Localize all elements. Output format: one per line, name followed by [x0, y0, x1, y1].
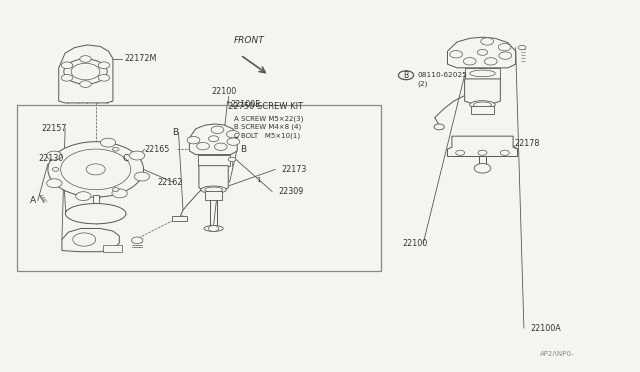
Circle shape — [211, 126, 224, 134]
Circle shape — [99, 62, 109, 68]
Polygon shape — [447, 37, 516, 68]
Bar — [471, 106, 494, 114]
Text: B: B — [241, 145, 246, 154]
Polygon shape — [189, 124, 237, 155]
Polygon shape — [199, 166, 228, 192]
Polygon shape — [59, 45, 113, 103]
Text: 22162: 22162 — [157, 178, 183, 187]
Circle shape — [214, 143, 227, 150]
Circle shape — [80, 56, 92, 62]
Polygon shape — [62, 228, 119, 252]
Circle shape — [131, 237, 143, 244]
Circle shape — [209, 136, 219, 142]
Circle shape — [518, 45, 526, 50]
Text: 22100: 22100 — [212, 87, 237, 96]
Circle shape — [196, 142, 209, 150]
Text: 22100: 22100 — [403, 239, 428, 248]
Circle shape — [61, 62, 73, 68]
Text: B SCREW M4×8 (4): B SCREW M4×8 (4) — [234, 124, 301, 130]
Circle shape — [474, 163, 491, 173]
Bar — [93, 195, 99, 205]
Text: A: A — [30, 196, 36, 205]
Bar — [205, 191, 222, 200]
Ellipse shape — [470, 101, 495, 109]
Text: 22178: 22178 — [515, 139, 540, 148]
Circle shape — [450, 51, 463, 58]
Text: (2): (2) — [417, 80, 428, 87]
Text: 22172M: 22172M — [124, 54, 157, 63]
Bar — [17, 105, 381, 271]
Text: B: B — [172, 128, 179, 137]
Text: 22130: 22130 — [38, 154, 63, 163]
Circle shape — [112, 189, 127, 198]
Circle shape — [76, 192, 91, 201]
Text: 22165: 22165 — [145, 145, 170, 154]
Circle shape — [52, 167, 59, 171]
Circle shape — [500, 150, 509, 155]
Circle shape — [463, 58, 476, 65]
Text: 08110-62025: 08110-62025 — [417, 72, 467, 78]
Circle shape — [209, 225, 219, 231]
Circle shape — [113, 147, 119, 151]
Circle shape — [134, 172, 150, 181]
Circle shape — [80, 81, 92, 87]
Ellipse shape — [204, 225, 223, 231]
Text: A SCREW M5×22(3): A SCREW M5×22(3) — [234, 115, 303, 122]
Circle shape — [187, 137, 200, 144]
Circle shape — [484, 58, 497, 65]
Circle shape — [47, 151, 62, 160]
Text: FRONT: FRONT — [234, 36, 265, 45]
Circle shape — [129, 151, 145, 160]
Text: 1: 1 — [256, 177, 260, 183]
Circle shape — [481, 38, 493, 45]
Circle shape — [100, 138, 116, 147]
Bar — [465, 68, 500, 79]
Circle shape — [456, 150, 465, 155]
Circle shape — [499, 52, 511, 59]
Bar — [103, 245, 122, 252]
Text: 22100E: 22100E — [231, 100, 261, 109]
Circle shape — [47, 179, 62, 187]
Text: B: B — [403, 71, 408, 80]
Polygon shape — [465, 79, 500, 104]
Bar — [172, 216, 188, 221]
Ellipse shape — [201, 186, 227, 193]
Text: 22100A: 22100A — [531, 324, 561, 333]
Circle shape — [477, 49, 488, 55]
Circle shape — [434, 124, 444, 130]
Text: C: C — [122, 154, 129, 163]
Text: C BOLT   M5×10(1): C BOLT M5×10(1) — [234, 132, 300, 139]
Circle shape — [48, 142, 143, 197]
Ellipse shape — [64, 59, 107, 84]
Ellipse shape — [65, 203, 126, 224]
Circle shape — [99, 74, 109, 81]
Text: 22750 SCREW KIT: 22750 SCREW KIT — [228, 102, 303, 111]
Text: 22173: 22173 — [282, 165, 307, 174]
Circle shape — [478, 150, 487, 155]
Text: AP2ΛNP0-: AP2ΛNP0- — [540, 351, 574, 357]
Circle shape — [228, 157, 236, 161]
Text: 22309: 22309 — [278, 187, 304, 196]
Text: 22157: 22157 — [41, 124, 67, 133]
Circle shape — [113, 188, 119, 191]
Polygon shape — [447, 136, 518, 157]
Circle shape — [227, 131, 239, 138]
Circle shape — [61, 74, 73, 81]
Circle shape — [227, 138, 240, 145]
Circle shape — [498, 44, 511, 51]
Bar — [198, 155, 230, 166]
